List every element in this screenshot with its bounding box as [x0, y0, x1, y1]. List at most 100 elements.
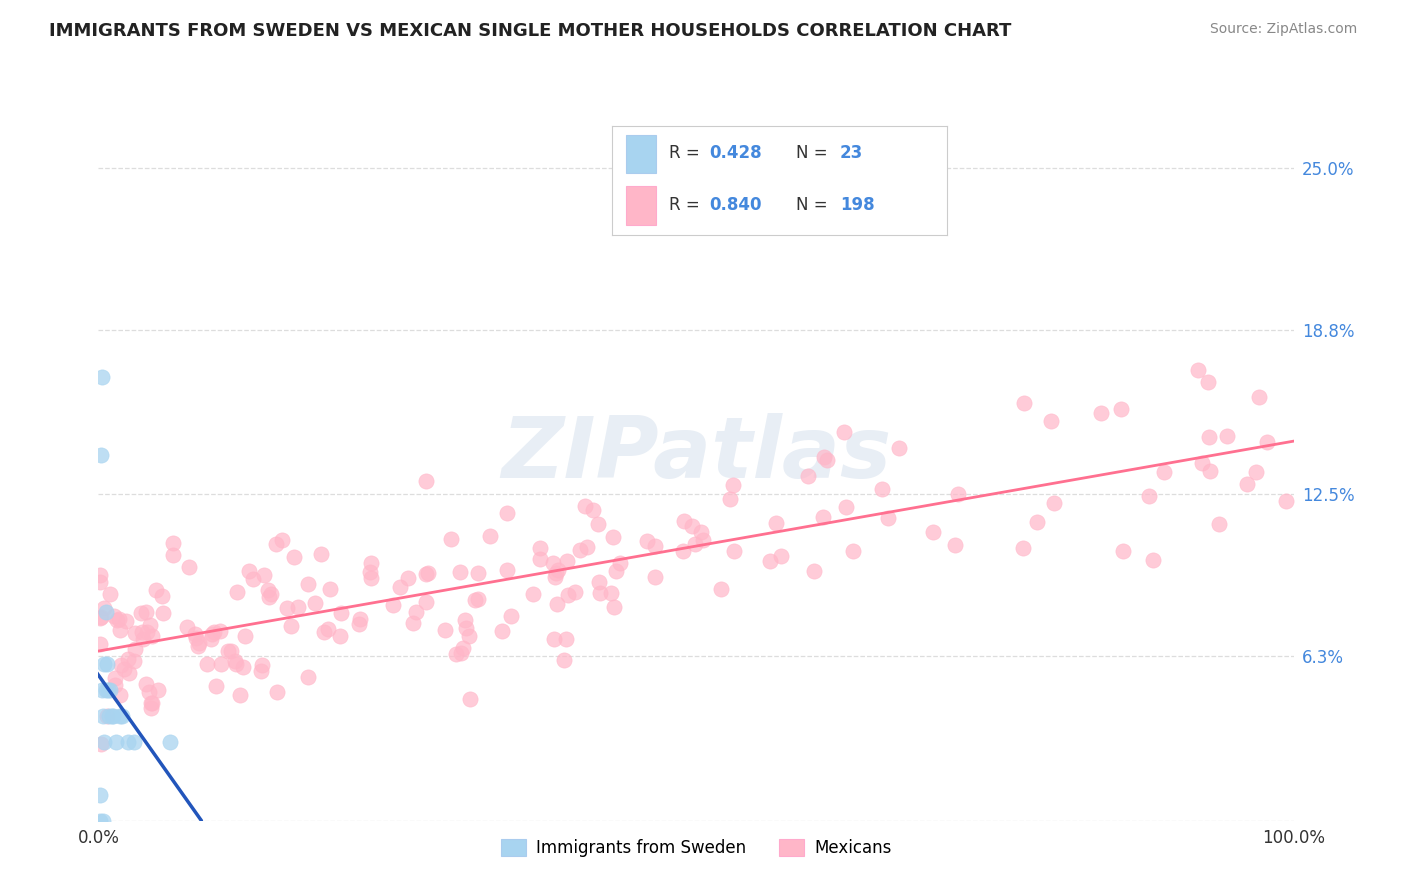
- Point: [209, 657, 232, 671]
- Point: [876, 511, 898, 525]
- Point: [1043, 495, 1066, 509]
- Point: [797, 469, 820, 483]
- Point: [381, 598, 404, 612]
- Point: [434, 623, 457, 637]
- Point: [1208, 516, 1230, 531]
- Point: [131, 625, 153, 640]
- Point: [1244, 465, 1267, 479]
- Point: [93, 657, 115, 671]
- Point: [710, 582, 733, 597]
- Point: [253, 567, 276, 582]
- Point: [554, 632, 576, 647]
- Point: [870, 482, 893, 496]
- Point: [770, 549, 793, 563]
- Point: [1012, 541, 1035, 556]
- Point: [1025, 516, 1047, 530]
- Point: [449, 565, 471, 579]
- Point: [456, 621, 478, 635]
- Point: [416, 566, 439, 580]
- Point: [138, 685, 160, 699]
- Point: [100, 709, 122, 723]
- Point: [501, 609, 523, 624]
- Point: [1112, 544, 1135, 558]
- Point: [108, 709, 131, 723]
- Point: [460, 692, 482, 706]
- Point: [522, 587, 544, 601]
- Point: [179, 559, 201, 574]
- Point: [89, 575, 111, 590]
- Point: [644, 539, 666, 553]
- Point: [242, 572, 264, 586]
- Point: [815, 452, 838, 467]
- Point: [458, 629, 481, 643]
- Point: [238, 564, 260, 578]
- Point: [467, 566, 489, 580]
- Point: [188, 636, 211, 650]
- Point: [765, 516, 787, 531]
- Point: [235, 629, 257, 643]
- Point: [103, 677, 125, 691]
- Point: [495, 562, 517, 576]
- Point: [602, 600, 624, 615]
- Point: [491, 624, 513, 639]
- Point: [1153, 466, 1175, 480]
- Point: [225, 657, 247, 672]
- Point: [124, 735, 146, 749]
- Point: [723, 544, 745, 558]
- Legend: Immigrants from Sweden, Mexicans: Immigrants from Sweden, Mexicans: [494, 832, 898, 863]
- Point: [555, 553, 578, 567]
- Point: [91, 709, 114, 723]
- Point: [314, 624, 336, 639]
- Point: [1191, 456, 1213, 470]
- Point: [90, 737, 112, 751]
- Text: ZIPatlas: ZIPatlas: [501, 413, 891, 497]
- Text: IMMIGRANTS FROM SWEDEN VS MEXICAN SINGLE MOTHER HOUSEHOLDS CORRELATION CHART: IMMIGRANTS FROM SWEDEN VS MEXICAN SINGLE…: [49, 22, 1011, 40]
- Point: [644, 570, 666, 584]
- Point: [349, 612, 371, 626]
- Point: [946, 487, 969, 501]
- Point: [124, 626, 146, 640]
- Point: [297, 670, 319, 684]
- Point: [162, 548, 184, 562]
- Point: [139, 696, 162, 710]
- Point: [478, 529, 501, 543]
- Point: [544, 570, 567, 584]
- Point: [266, 685, 288, 699]
- Point: [217, 644, 239, 658]
- Point: [117, 666, 139, 681]
- Point: [259, 587, 281, 601]
- Point: [91, 814, 114, 828]
- Point: [150, 589, 173, 603]
- Point: [1198, 430, 1220, 444]
- Point: [1247, 390, 1270, 404]
- Point: [1109, 402, 1132, 417]
- Point: [98, 587, 121, 601]
- Point: [415, 474, 437, 488]
- Point: [94, 683, 117, 698]
- Point: [835, 500, 858, 515]
- Point: [546, 566, 568, 581]
- Point: [89, 567, 111, 582]
- Point: [529, 541, 551, 555]
- Point: [229, 689, 252, 703]
- Point: [1090, 406, 1112, 420]
- Point: [186, 631, 208, 645]
- Point: [112, 661, 135, 675]
- Point: [586, 517, 609, 532]
- Point: [91, 683, 114, 698]
- Point: [202, 624, 225, 639]
- Point: [464, 592, 486, 607]
- Point: [94, 605, 117, 619]
- Point: [415, 595, 437, 609]
- Point: [673, 514, 696, 528]
- Point: [108, 612, 131, 626]
- Point: [444, 647, 467, 661]
- Point: [103, 609, 125, 624]
- Point: [250, 664, 273, 678]
- Point: [280, 618, 302, 632]
- Point: [264, 537, 287, 551]
- Point: [388, 580, 411, 594]
- Point: [122, 654, 145, 668]
- Point: [1139, 489, 1161, 503]
- Point: [359, 566, 381, 580]
